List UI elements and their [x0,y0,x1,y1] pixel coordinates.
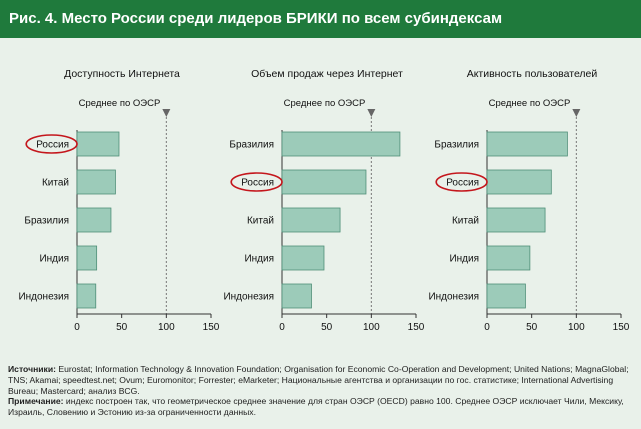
sources-text: Eurostat; Information Technology & Innov… [8,364,629,396]
chart-user-activity: Активность пользователей Среднее по ОЭСР 0… [428,68,630,333]
chart-internet-access: Доступность Интернета Среднее по ОЭСР 0 50 1… [18,68,220,333]
x-tick-label: 150 [408,322,425,333]
chart-title: Доступность Интернета [64,68,180,80]
category-label: Индия [39,254,69,265]
category-label: Индия [449,254,479,265]
bar [486,245,531,271]
chart-title: Объем продаж через Интернет [251,68,403,80]
category-label: Китай [42,178,69,189]
sources-note: Источники: Eurostat; Information Technol… [8,364,636,396]
reference-label: Среднее по ОЭСР [489,98,571,109]
category-label: Индия [244,254,274,265]
chart-panel-online-sales: Объем продаж через Интернет Среднее по ОЭ… [220,62,435,342]
bar [281,207,341,233]
chart-online-sales: Объем продаж через Интернет Среднее по ОЭ… [223,68,425,333]
chart-panel-internet-access: Доступность Интернета Среднее по ОЭСР 0 50 1… [15,62,230,342]
bar [76,131,120,157]
bar [281,245,325,271]
category-label: Китай [247,216,274,227]
x-tick-label: 50 [321,322,333,333]
category-label: Россия [36,140,69,151]
bar [76,169,116,195]
bar [486,169,552,195]
x-tick-label: 0 [484,322,490,333]
category-label: Бразилия [229,140,274,151]
x-tick-label: 100 [363,322,380,333]
category-label: Китай [452,216,479,227]
reference-label: Среднее по ОЭСР [79,98,161,109]
chart-title: Активность пользователей [467,68,598,80]
x-tick-label: 150 [613,322,630,333]
figure-title: Рис. 4. Место России среди лидеров БРИКИ… [0,0,641,38]
highlight-circle [25,134,78,154]
reference-marker [162,109,171,117]
x-tick-label: 150 [203,322,220,333]
category-label: Индонезия [18,292,69,303]
x-tick-label: 50 [526,322,538,333]
reference-marker [367,109,376,117]
footnotes: Источники: Eurostat; Information Technol… [8,364,636,418]
bar [486,131,568,157]
x-tick-label: 100 [568,322,585,333]
bar [281,169,367,195]
x-tick-label: 50 [116,322,128,333]
reference-label: Среднее по ОЭСР [284,98,366,109]
bar [281,283,312,309]
sources-label: Источники: [8,364,56,374]
category-label: Бразилия [434,140,479,151]
bar [486,207,546,233]
bar [76,283,97,309]
x-tick-label: 0 [74,322,80,333]
bar [486,283,526,309]
note-label: Примечание: [8,396,64,407]
note-text: индекс построен так, что геометрическое … [8,396,624,418]
reference-marker [572,109,581,117]
category-label: Россия [446,178,479,189]
method-note: Примечание: индекс построен так, что гео… [8,396,636,418]
category-label: Индонезия [428,292,479,303]
bar [76,207,112,233]
bar [281,131,401,157]
category-label: Россия [241,178,274,189]
chart-panel-user-activity: Активность пользователей Среднее по ОЭСР 0… [425,62,640,342]
bar [76,245,98,271]
category-label: Индонезия [223,292,274,303]
highlight-circle [230,172,283,192]
highlight-circle [435,172,488,192]
x-tick-label: 0 [279,322,285,333]
category-label: Бразилия [24,216,69,227]
x-tick-label: 100 [158,322,175,333]
